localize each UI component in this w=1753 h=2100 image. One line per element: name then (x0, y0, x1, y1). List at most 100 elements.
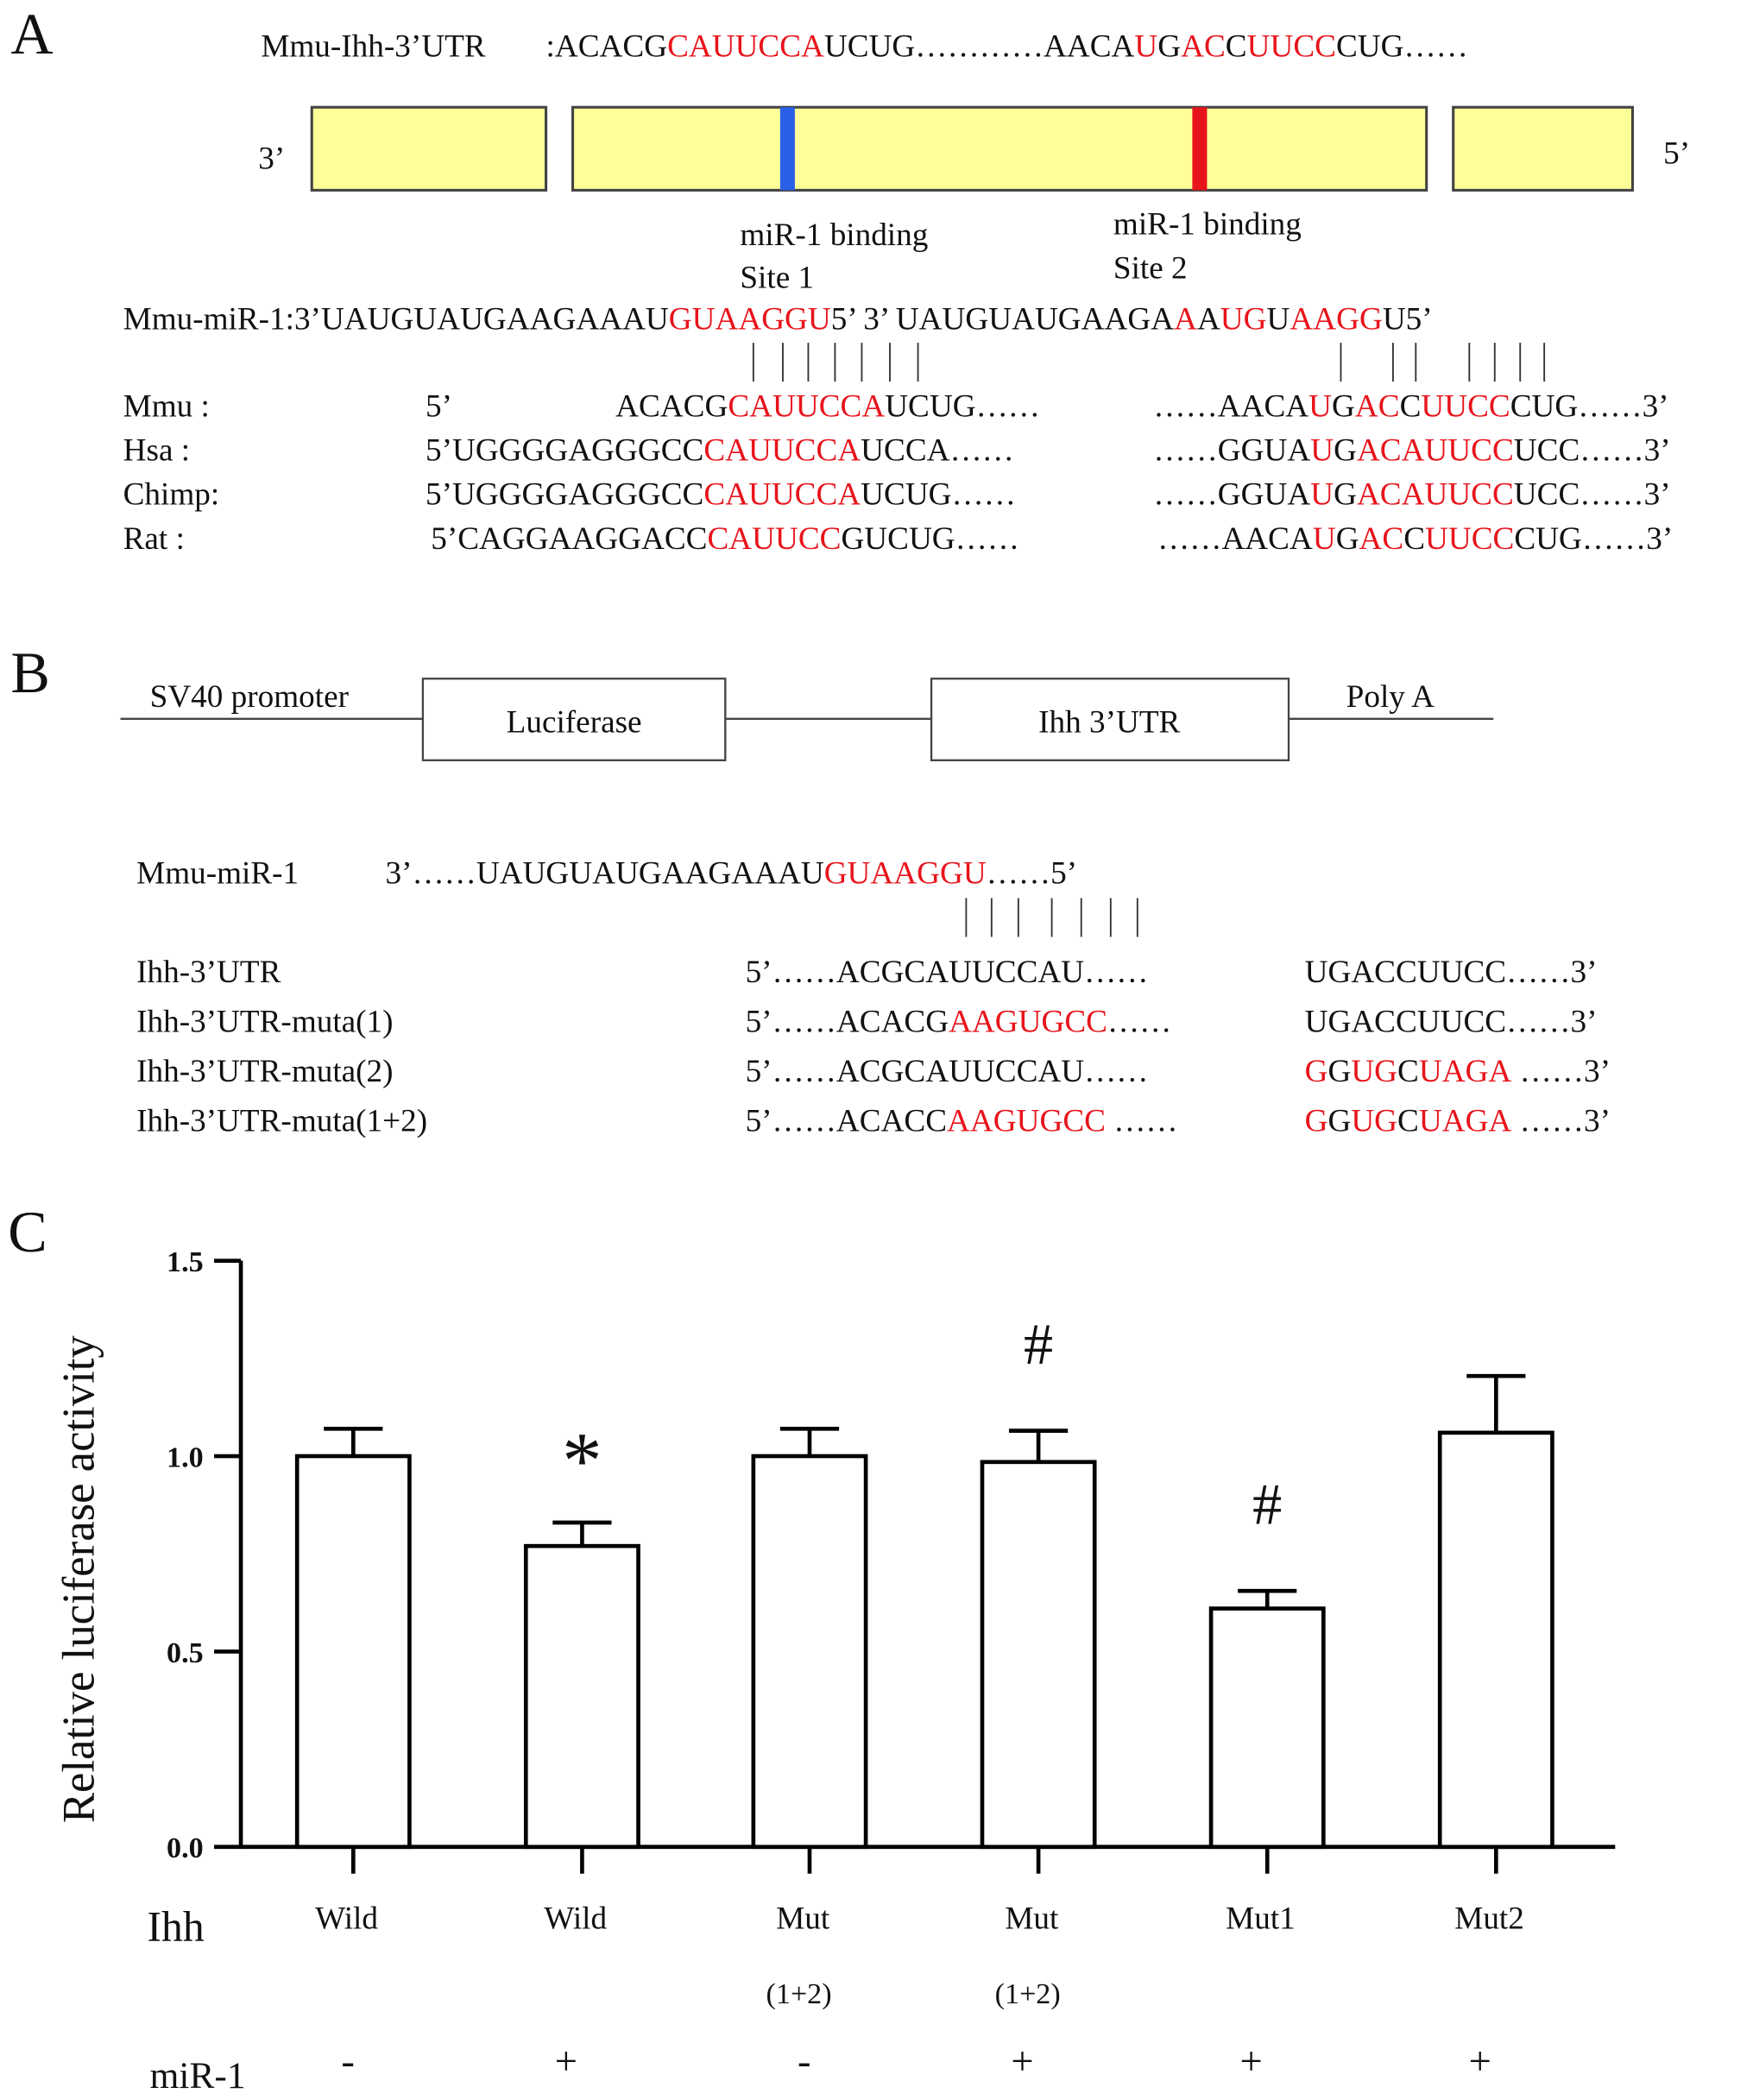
site1-sequence: 5’……ACACCAAGUGCC …… (746, 1103, 1178, 1138)
nucleotides: G (1332, 388, 1355, 424)
panel-b: B SV40 promoter Luciferase Ihh 3’UTR Pol… (10, 640, 1611, 1139)
site1-sequence: 5’UGGGGAGGGCCCAUUCCAUCCA…… (426, 433, 1014, 469)
nucleotides: 5’……ACACG (746, 1005, 949, 1040)
nucleotides: G (1336, 521, 1359, 557)
significance-mark: * (562, 1417, 602, 1506)
nucleotides: G (1334, 433, 1357, 469)
highlighted-nucleotides: UUCC (1421, 388, 1510, 424)
luciferase-label: Luciferase (507, 704, 642, 740)
mir1-sign: + (555, 2040, 577, 2084)
ihh-utr-label: Ihh 3’UTR (1038, 704, 1180, 740)
nucleotides: C (1400, 388, 1422, 424)
ihh-category-label: Mut2 (1454, 1901, 1524, 1936)
construct-label: Ihh-3’UTR-muta(2) (136, 1054, 393, 1089)
sv40-promoter-label: SV40 promoter (150, 679, 350, 715)
base-pair-lines (965, 898, 1138, 937)
highlighted-nucleotides: AAGG (1290, 302, 1382, 337)
highlighted-nucleotides: GUAAGGU (824, 855, 987, 891)
highlighted-nucleotides: U (1310, 433, 1334, 469)
nucleotides: G (1157, 28, 1181, 64)
highlighted-nucleotides: AC (1355, 388, 1400, 424)
nucleotides: UCCA…… (861, 433, 1014, 469)
site2-sequence: UGACCUUCC……3’ (1305, 955, 1598, 990)
site1-sequence: 5’……ACACGAAGUGCC…… (746, 1005, 1172, 1040)
highlighted-nucleotides: G (1305, 1054, 1328, 1089)
nucleotides: UCC……3’ (1514, 477, 1671, 513)
site2-sequence: ……AACAUGACCUUCCCUG……3’ (1157, 521, 1673, 557)
ihh-category-label: Mut (1005, 1901, 1059, 1936)
highlighted-nucleotides: ACAUUCC (1357, 477, 1514, 513)
y-tick-label: 0.5 (167, 1637, 204, 1669)
bar (980, 1460, 1097, 1850)
highlighted-nucleotides: U (1134, 28, 1157, 64)
binding-site-1-marker (779, 107, 795, 191)
mir1-sequence: 3’……UAUGUAUGAAGAAAUGUAAGGU……5’ (386, 855, 1078, 891)
mir1-sign: + (1239, 2040, 1262, 2084)
highlighted-nucleotides: AAGUGCC (947, 1103, 1106, 1138)
panel-c: C Relative luciferase activity 0.0 0.5 1.0… (8, 1199, 1616, 2097)
utr-segment (1452, 105, 1635, 192)
highlighted-nucleotides: UG (1351, 1103, 1397, 1138)
site1-name: Site 1 (740, 261, 814, 296)
construct-row: Ihh-3’UTR-muta(1) 5’……ACACGAAGUGCC…… UGA… (136, 1005, 1597, 1040)
nucleotides: 5’CAGGAAGGACC (431, 521, 707, 557)
site2-sequence: GGUGCUAGA ……3’ (1305, 1103, 1611, 1138)
y-tick-label: 1.0 (167, 1441, 204, 1473)
nucleotides: C (1403, 521, 1425, 557)
construct-label: Ihh-3’UTR-muta(1) (136, 1005, 393, 1040)
base-pair-lines (752, 343, 1546, 382)
mir1-label: Mmu-miR-1 (136, 855, 299, 891)
nucleotides: A (1197, 302, 1220, 337)
highlighted-nucleotides: UG (1351, 1054, 1397, 1089)
highlighted-nucleotides: CAUUCCA (703, 477, 861, 513)
nucleotides: :ACACG (546, 28, 668, 64)
nucleotides: CUG…… (1336, 28, 1468, 64)
nucleotides: 5’UGGGGAGGGCC (426, 433, 703, 469)
nucleotides: ……AACA (1153, 388, 1308, 424)
site1-label: miR-1 binding (740, 218, 928, 253)
ihh-row-label: Ihh (148, 1902, 205, 1950)
site1-sequence: 5’……ACGCAUUCCAU…… (746, 955, 1149, 990)
highlighted-nucleotides: UAGA (1419, 1103, 1512, 1138)
species-label: Rat : (123, 521, 185, 557)
nucleotides: 5’……ACGCAUUCCAU…… (746, 1054, 1149, 1089)
highlighted-nucleotides: UAGA (1419, 1054, 1512, 1089)
mir1-row-label: miR-1 (150, 2055, 246, 2097)
nucleotides: G (1327, 1054, 1351, 1089)
bar (294, 1454, 412, 1850)
highlighted-nucleotides: U (1308, 388, 1332, 424)
species-label: Mmu : (123, 388, 210, 424)
highlighted-nucleotides: UUCC (1247, 28, 1336, 64)
highlighted-nucleotides: U (1310, 477, 1334, 513)
species-row: Mmu : 5’ ACACGCAUUCCAUCUG…… ……AACAUGACCU… (123, 388, 1669, 424)
bar-chart: 0.0 0.5 1.0 1.5 Wild - Wild + * Mut (1+2) - Mut (1+2)… (167, 1246, 1616, 2084)
highlighted-nucleotides: AC (1359, 521, 1404, 557)
nucleotides: …… (1107, 1005, 1171, 1040)
construct-row: Ihh-3’UTR-muta(2) 5’……ACGCAUUCCAU…… GGUG… (136, 1054, 1611, 1089)
nucleotides: 5’UGGGGAGGGCC (426, 477, 703, 513)
y-tick-label: 1.5 (167, 1246, 204, 1278)
bar (1437, 1430, 1554, 1850)
construct-row: Ihh-3’UTR-muta(1+2) 5’……ACACCAAGUGCC …… … (136, 1103, 1611, 1138)
mir1-sign: - (798, 2040, 811, 2084)
nucleotides: ……GGUA (1153, 477, 1310, 513)
highlighted-nucleotides: A (1174, 302, 1197, 337)
nucleotides: UGACCUUCC……3’ (1305, 1005, 1598, 1040)
site2-sequence: ……GGUAUGACAUUCCUCC……3’ (1153, 433, 1670, 469)
highlighted-nucleotides: CAUUCCA (703, 433, 861, 469)
nucleotides: GUCUG…… (841, 521, 1019, 557)
site1-sequence: ACACGCAUUCCAUCUG…… (615, 388, 1040, 424)
highlighted-nucleotides: U (1313, 521, 1336, 557)
nucleotides: UCC……3’ (1514, 433, 1671, 469)
y-axis-label: Relative luciferase activity (54, 1335, 104, 1823)
construct-label: Ihh-3’UTR-muta(1+2) (136, 1103, 427, 1138)
end-5-label: 5’ (1663, 136, 1690, 171)
y-tick-label: 0.0 (167, 1832, 204, 1864)
construct-row: Ihh-3’UTR 5’……ACGCAUUCCAU…… UGACCUUCC……3… (136, 955, 1597, 990)
mir1-sign: + (1469, 2040, 1491, 2084)
site2-sequence: ……AACAUGACCUUCCCUG……3’ (1153, 388, 1668, 424)
site1-sequence: 5’UGGGGAGGGCCCAUUCCAUCUG…… (426, 477, 1016, 513)
panel-a-letter: A (10, 1, 53, 66)
nucleotides: UCUG…… (861, 477, 1016, 513)
species-row: Rat : 5’CAGGAAGGACCCAUUCCGUCUG…… ……AACAU… (123, 521, 1674, 557)
